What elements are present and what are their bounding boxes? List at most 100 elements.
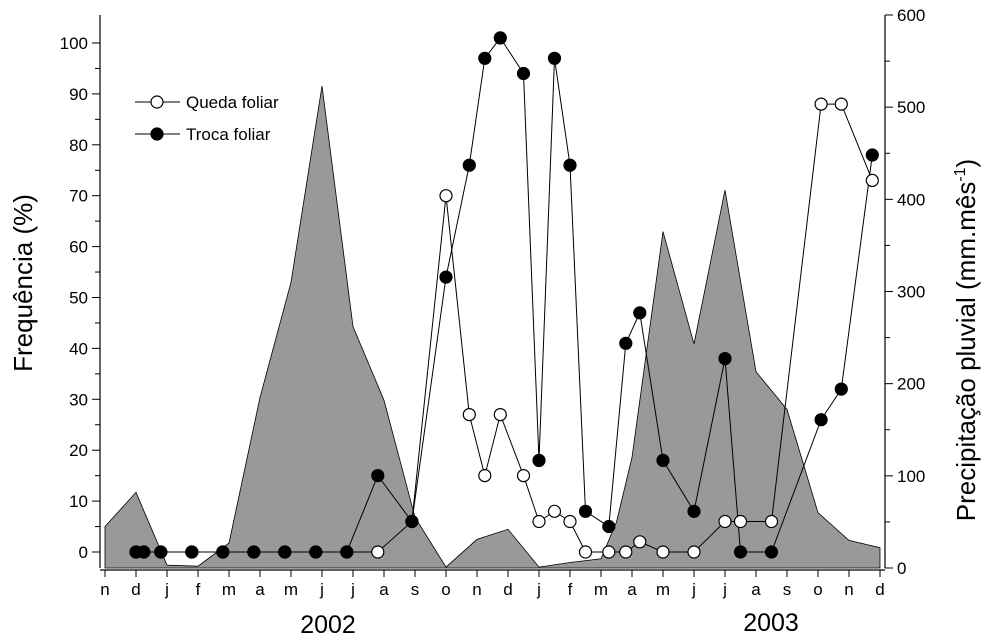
series-layer (129, 31, 879, 559)
y2-tick-label: 500 (897, 98, 925, 117)
x-tick-label: j (536, 580, 541, 599)
data-point-open (865, 173, 879, 187)
y-tick-label: 0 (79, 543, 88, 562)
x-tick-label: o (441, 580, 450, 599)
year-label-2003: 2003 (743, 609, 799, 637)
x-tick-label: j (350, 580, 355, 599)
y2-tick-label: 100 (897, 467, 925, 486)
data-point-filled (687, 504, 701, 518)
x-tick-label: f (568, 580, 573, 599)
x-tick-label: j (164, 580, 169, 599)
legend: Queda foliar Troca foliar (135, 93, 279, 144)
data-point-open (371, 545, 385, 559)
data-point-filled (834, 382, 848, 396)
y2-axis-label: Precipitação pluvial (mm.mês-1) (951, 159, 981, 521)
y2-tick-label: 400 (897, 190, 925, 209)
data-point-open (619, 545, 633, 559)
legend-marker-1 (150, 95, 164, 109)
data-point-open (656, 545, 670, 559)
precipitation-area (104, 85, 881, 569)
data-point-open (764, 514, 779, 529)
data-point-filled (516, 66, 531, 81)
data-point-filled (185, 545, 199, 559)
data-point-open (478, 469, 492, 483)
data-point-open (547, 504, 562, 518)
data-point-filled (578, 504, 593, 518)
x-tick-label: a (255, 580, 265, 599)
x-tick-label: f (196, 580, 201, 599)
x-tick-label: o (813, 580, 822, 599)
data-point-filled (137, 545, 151, 559)
y-axis-label: Frequência (%) (8, 194, 38, 372)
data-point-open (493, 408, 507, 422)
data-point-open (462, 408, 476, 422)
data-point-open (633, 535, 647, 549)
y2-tick-label: 300 (897, 283, 925, 302)
x-tick-label: a (627, 580, 637, 599)
x-tick-label: j (691, 580, 696, 599)
x-tick-label: n (472, 580, 481, 599)
data-point-filled (439, 270, 453, 284)
x-tick-label: m (656, 580, 670, 599)
data-point-open (516, 469, 531, 483)
data-point-open (687, 545, 701, 559)
data-point-open (578, 545, 593, 559)
data-point-filled (619, 336, 633, 350)
data-point-filled (247, 545, 261, 559)
legend-label-1: Queda foliar (186, 93, 279, 112)
y-tick-label: 50 (69, 289, 88, 308)
data-point-filled (733, 545, 748, 559)
data-point-filled (563, 158, 577, 172)
data-point-filled (340, 545, 354, 559)
year-label-2002: 2002 (300, 611, 356, 639)
legend-label-2: Troca foliar (186, 125, 271, 144)
y2-tick-label: 0 (897, 559, 906, 578)
data-point-filled (154, 545, 168, 559)
y2-axis-label-text: Precipitação pluvial (mm.mês (951, 182, 981, 522)
data-point-filled (814, 413, 828, 427)
y-tick-label: 70 (69, 187, 88, 206)
x-tick-label: d (875, 580, 884, 599)
data-point-filled (405, 514, 419, 529)
y2-axis-label-close: ) (951, 159, 981, 168)
data-point-filled (371, 469, 385, 483)
data-point-filled (547, 51, 562, 65)
data-point-open (602, 545, 616, 559)
axes: 0 10 20 30 40 50 60 70 80 90 100 0 100 200 300 400 500 60… (60, 6, 926, 599)
precipitation-area-layer (104, 85, 881, 569)
x-tick-label: m (222, 580, 236, 599)
data-point-filled (532, 453, 546, 467)
x-tick-label: a (379, 580, 389, 599)
data-point-filled (462, 158, 476, 172)
data-point-open (532, 514, 546, 529)
x-tick-label: a (751, 580, 761, 599)
data-point-filled (493, 31, 507, 45)
x-tick-label: n (100, 580, 109, 599)
y2-tick-label: 600 (897, 6, 925, 25)
data-point-filled (478, 51, 492, 65)
y-tick-label: 40 (69, 339, 88, 358)
data-point-open (439, 189, 453, 203)
x-tick-label: m (594, 580, 608, 599)
data-point-open (834, 97, 848, 111)
x-tick-label: m (284, 580, 298, 599)
x-tick-label: s (783, 580, 792, 599)
data-point-filled (309, 545, 323, 559)
y-tick-label: 80 (69, 136, 88, 155)
data-point-open (718, 514, 732, 529)
data-point-filled (656, 453, 670, 467)
data-point-filled (633, 306, 647, 320)
y-tick-label: 30 (69, 390, 88, 409)
x-tick-label: j (722, 580, 727, 599)
x-tick-label: d (503, 580, 512, 599)
data-point-filled (718, 352, 732, 366)
data-point-open (814, 97, 828, 111)
legend-marker-2 (150, 127, 164, 141)
data-point-filled (278, 545, 292, 559)
x-tick-label: n (844, 580, 853, 599)
data-point-filled (216, 545, 230, 559)
y-tick-label: 60 (69, 238, 88, 257)
x-tick-label: s (411, 580, 420, 599)
data-point-filled (602, 519, 616, 534)
